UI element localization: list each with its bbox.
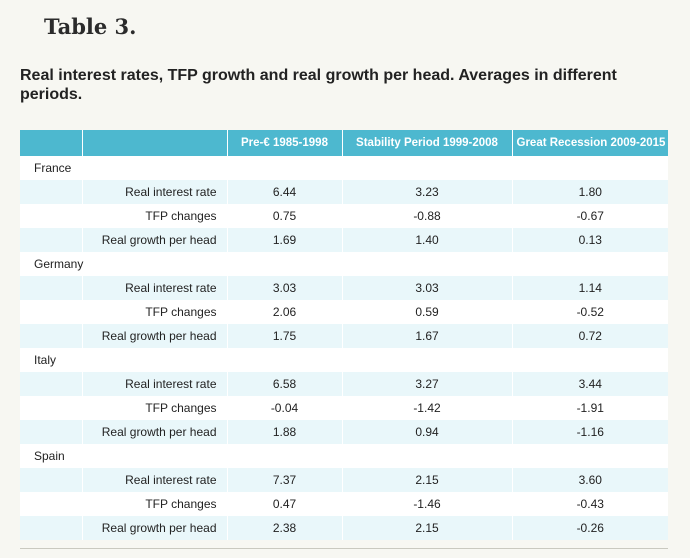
cell-value: 1.88 [226, 420, 342, 444]
cell-value: 6.44 [226, 180, 342, 204]
header-metric [81, 130, 227, 156]
cell-value: 3.44 [511, 372, 668, 396]
cell-value: -0.88 [341, 204, 512, 228]
metric-label: TFP changes [81, 204, 227, 228]
metric-label: TFP changes [81, 300, 227, 324]
table-row: Real interest rate 6.58 3.27 3.44 [20, 372, 668, 396]
divider [20, 548, 668, 549]
cell-value: 0.47 [226, 492, 342, 516]
cell-value: 3.27 [341, 372, 512, 396]
header-col-1: Pre-€ 1985-1998 [226, 130, 342, 156]
cell-value: 1.67 [341, 324, 512, 348]
country-name: Spain [20, 444, 82, 468]
table-row: TFP changes -0.04 -1.42 -1.91 [20, 396, 668, 420]
cell-value: 1.40 [341, 228, 512, 252]
header-col-2: Stability Period 1999-2008 [341, 130, 512, 156]
cell-value: 0.72 [511, 324, 668, 348]
cell-value: -1.42 [341, 396, 512, 420]
cell-value: -0.04 [226, 396, 342, 420]
cell-value: 0.13 [511, 228, 668, 252]
metric-label: Real interest rate [81, 468, 227, 492]
country-name: France [20, 156, 82, 180]
data-table: Pre-€ 1985-1998 Stability Period 1999-20… [20, 130, 668, 540]
country-row: Spain [20, 444, 668, 468]
table-caption: Real interest rates, TFP growth and real… [20, 67, 617, 103]
metric-label: TFP changes [81, 492, 227, 516]
metric-label: Real interest rate [81, 180, 227, 204]
cell-value: 0.94 [341, 420, 512, 444]
country-row: Germany [20, 252, 668, 276]
cell-value: 1.14 [511, 276, 668, 300]
table-row: TFP changes 0.75 -0.88 -0.67 [20, 204, 668, 228]
table-row: TFP changes 2.06 0.59 -0.52 [20, 300, 668, 324]
table-row: Real interest rate 3.03 3.03 1.14 [20, 276, 668, 300]
cell-value: 1.75 [226, 324, 342, 348]
table-label: Table 3. [44, 14, 137, 39]
metric-label: Real interest rate [81, 372, 227, 396]
table-row: Real growth per head 1.75 1.67 0.72 [20, 324, 668, 348]
cell-value: 3.03 [341, 276, 512, 300]
country-name: Italy [20, 348, 82, 372]
table-row: Real growth per head 1.69 1.40 0.13 [20, 228, 668, 252]
cell-value: -0.26 [511, 516, 668, 540]
cell-value: 7.37 [226, 468, 342, 492]
cell-value: 1.80 [511, 180, 668, 204]
cell-value: 0.75 [226, 204, 342, 228]
cell-value: 2.38 [226, 516, 342, 540]
metric-label: Real interest rate [81, 276, 227, 300]
header-country [20, 130, 82, 156]
cell-value: 0.59 [341, 300, 512, 324]
table-row: Real growth per head 2.38 2.15 -0.26 [20, 516, 668, 540]
table-row: Real interest rate 6.44 3.23 1.80 [20, 180, 668, 204]
cell-value: -1.46 [341, 492, 512, 516]
cell-value: -1.91 [511, 396, 668, 420]
cell-value: -0.52 [511, 300, 668, 324]
cell-value: -1.16 [511, 420, 668, 444]
metric-label: Real growth per head [81, 228, 227, 252]
cell-value: 2.15 [341, 516, 512, 540]
country-name: Germany [20, 252, 83, 276]
header-row: Pre-€ 1985-1998 Stability Period 1999-20… [20, 130, 668, 156]
cell-value: 2.15 [341, 468, 512, 492]
header-col-3: Great Recession 2009-2015 [511, 130, 668, 156]
cell-value: 3.23 [341, 180, 512, 204]
table-row: Real growth per head 1.88 0.94 -1.16 [20, 420, 668, 444]
table-row: Real interest rate 7.37 2.15 3.60 [20, 468, 668, 492]
country-row: France [20, 156, 668, 180]
cell-value: 3.60 [511, 468, 668, 492]
cell-value: 6.58 [226, 372, 342, 396]
country-row: Italy [20, 348, 668, 372]
metric-label: Real growth per head [81, 420, 227, 444]
cell-value: -0.43 [511, 492, 668, 516]
cell-value: 3.03 [226, 276, 342, 300]
metric-label: TFP changes [81, 396, 227, 420]
metric-label: Real growth per head [81, 516, 227, 540]
cell-value: 2.06 [226, 300, 342, 324]
cell-value: -0.67 [511, 204, 668, 228]
cell-value: 1.69 [226, 228, 342, 252]
table-row: TFP changes 0.47 -1.46 -0.43 [20, 492, 668, 516]
metric-label: Real growth per head [81, 324, 227, 348]
